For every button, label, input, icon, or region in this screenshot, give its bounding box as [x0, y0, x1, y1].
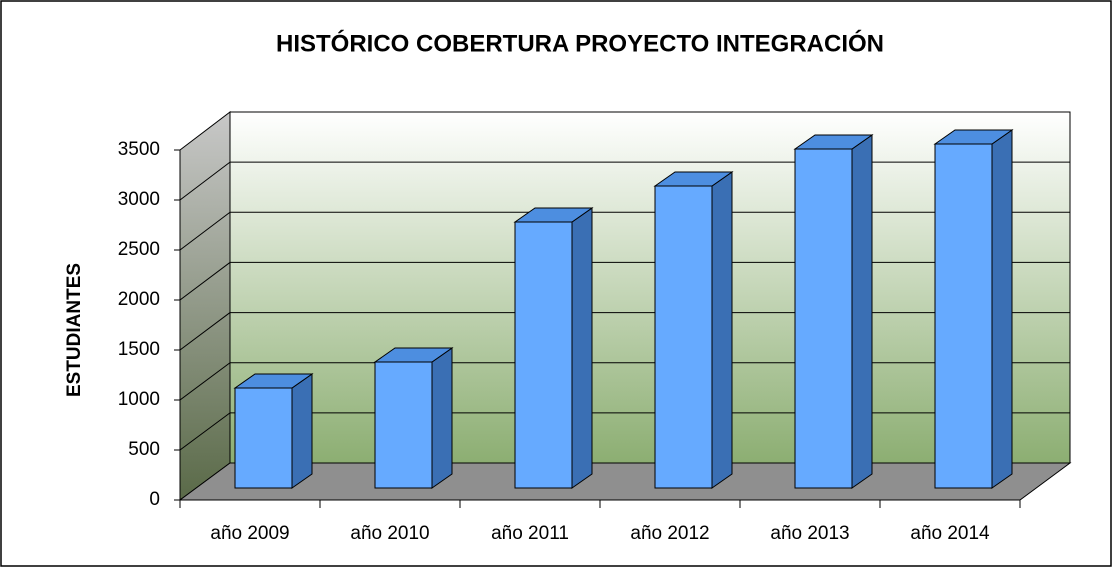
- y-tick-label: 2500: [118, 239, 160, 260]
- bar-side: [571, 207, 593, 489]
- x-tick-label: año 2009: [210, 523, 289, 544]
- y-tick-label: 1000: [118, 389, 160, 410]
- y-tick-label: 2000: [118, 289, 160, 310]
- bar-side: [851, 134, 873, 489]
- grid-line: [179, 211, 231, 251]
- y-axis-label: ESTUDIANTES: [64, 263, 85, 397]
- x-tick-label: año 2011: [491, 523, 569, 544]
- bar: [794, 148, 853, 489]
- side-wall: [179, 110, 231, 501]
- bar-side: [431, 347, 453, 489]
- x-tick-label: año 2014: [910, 523, 990, 544]
- grid-line: [179, 161, 231, 201]
- grid-line: [179, 262, 231, 301]
- back-wall: [229, 111, 1071, 464]
- y-tick-label: 500: [128, 439, 160, 460]
- y-tick-label: 1500: [118, 339, 160, 360]
- x-tick-label: año 2012: [630, 523, 709, 544]
- y-tick-label: 3500: [118, 139, 160, 160]
- bar: [514, 221, 573, 489]
- x-tick-label: año 2013: [770, 523, 849, 544]
- grid-line: [179, 412, 231, 451]
- bar: [374, 361, 433, 489]
- y-tick-label: 3000: [118, 189, 160, 210]
- chart-title: HISTÓRICO COBERTURA PROYECTO INTEGRACIÓN: [276, 29, 884, 57]
- grid-line: [179, 362, 231, 401]
- bar: [654, 185, 713, 489]
- bar: [934, 143, 993, 489]
- x-tick-label: año 2010: [350, 523, 429, 544]
- y-tick-label: 0: [149, 489, 160, 510]
- bar-side: [991, 129, 1013, 489]
- grid-line: [179, 312, 231, 351]
- bar-side: [291, 373, 313, 489]
- bar: [234, 387, 293, 489]
- bar-side: [711, 171, 733, 489]
